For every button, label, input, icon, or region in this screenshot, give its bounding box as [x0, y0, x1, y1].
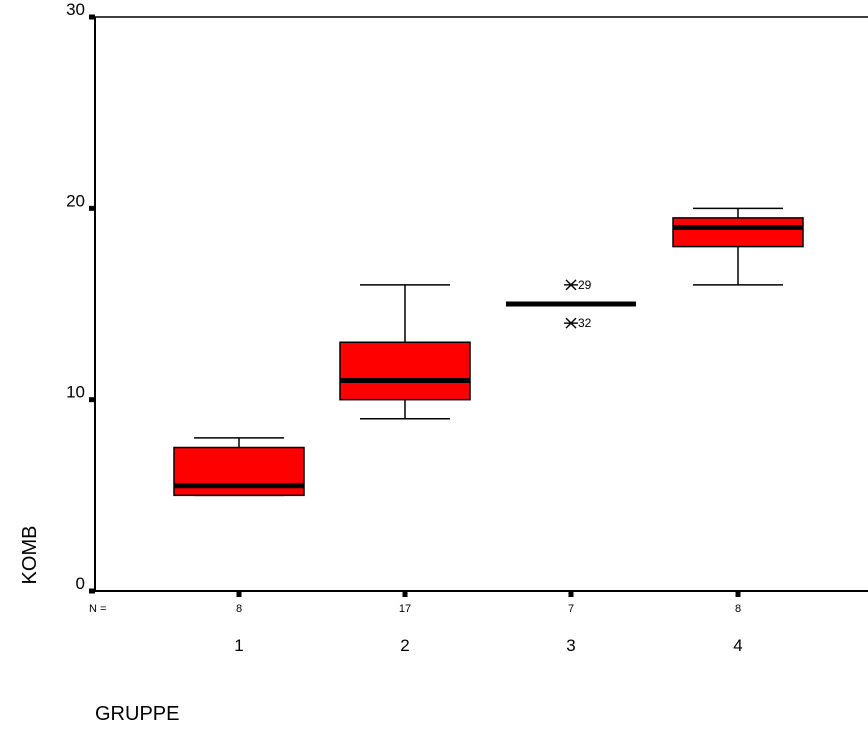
y-tick-0	[89, 588, 95, 594]
box-group-1	[173, 437, 305, 497]
y-tick-label-10: 10	[66, 383, 85, 402]
n-value-3: 7	[568, 603, 574, 615]
box-group-3: 29 32	[506, 278, 636, 330]
x-tick-2	[402, 591, 408, 597]
n-value-2: 17	[399, 603, 411, 615]
y-axis-title: KOMB	[19, 526, 41, 585]
category-label-1: 1	[234, 636, 243, 655]
y-tick-30	[89, 14, 95, 20]
category-label-4: 4	[733, 636, 742, 655]
y-tick-label-30: 30	[66, 0, 85, 19]
category-label-2: 2	[400, 636, 409, 655]
x-tick-4	[735, 591, 741, 597]
outlier-label-29: 29	[578, 278, 592, 292]
box-2	[339, 341, 471, 401]
y-tick-label-0: 0	[76, 574, 85, 593]
outlier-label-32: 32	[578, 316, 592, 330]
y-tick-10	[89, 397, 95, 403]
x-tick-1	[236, 591, 242, 597]
outlier-marker-29: 29	[564, 278, 592, 292]
category-label-3: 3	[566, 636, 575, 655]
y-tick-20	[89, 205, 95, 211]
box-group-2	[339, 284, 471, 420]
box-4	[672, 217, 804, 248]
x-axis-title: GRUPPE	[95, 703, 179, 724]
outlier-marker-32: 32	[564, 316, 592, 330]
x-tick-3	[568, 591, 574, 597]
box-group-4	[672, 207, 804, 286]
n-value-1: 8	[236, 603, 242, 615]
n-value-4: 8	[735, 603, 741, 615]
y-tick-label-20: 20	[66, 191, 85, 210]
n-prefix-label: N =	[89, 603, 106, 615]
